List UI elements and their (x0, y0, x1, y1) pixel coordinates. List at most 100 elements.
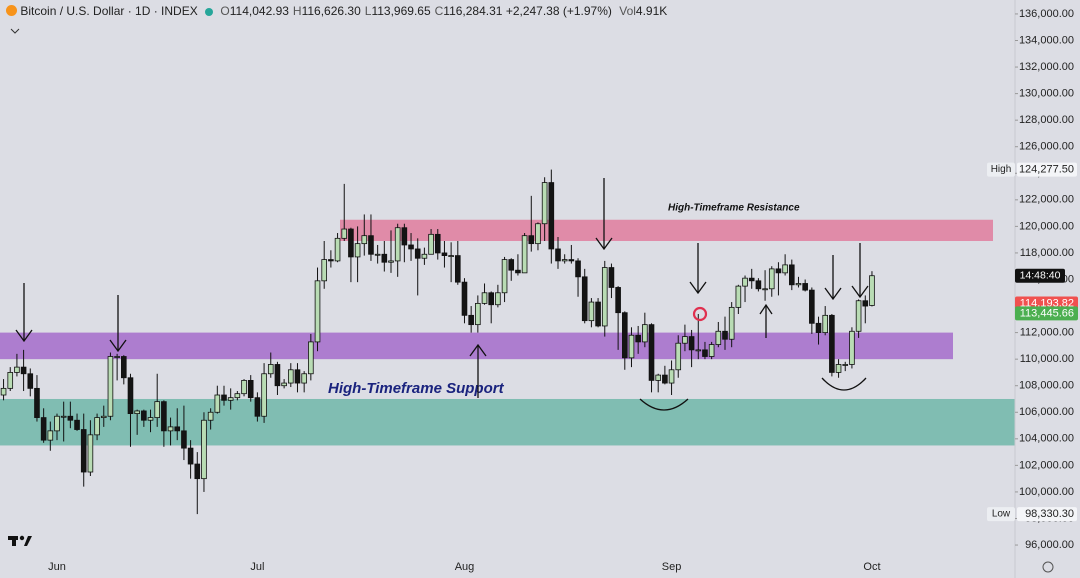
candle-body (708, 344, 715, 357)
candle-body (348, 228, 354, 258)
candle-body (67, 415, 74, 421)
zones: High-Timeframe Resistance High-Timeframe … (0, 202, 1015, 446)
candle-body (414, 248, 421, 259)
candle-body (561, 259, 568, 262)
ohlc-value: 116,284.31 (443, 4, 503, 18)
candle-body (702, 349, 708, 357)
x-tick-label: Sep (662, 561, 682, 573)
candle-body (742, 277, 748, 287)
candle-body (441, 252, 448, 256)
candle-body (361, 235, 368, 245)
settings-icon[interactable] (1042, 561, 1054, 573)
extreme-name: Low (992, 509, 1011, 520)
change: +2,247.38 (+1.97%) (505, 4, 612, 18)
arrow (15, 283, 33, 343)
candle-body (468, 314, 474, 326)
candle-body (107, 356, 114, 417)
candle-body (241, 380, 247, 395)
candle-body (715, 330, 722, 345)
candle-body (80, 429, 87, 473)
zone-label: High-Timeframe Resistance (668, 202, 800, 213)
candle-body (161, 401, 167, 432)
y-tick-label: 104,000.00 (1019, 433, 1074, 445)
marker-circle (692, 306, 708, 322)
y-tick-label: 110,000.00 (1020, 353, 1074, 365)
candle-body (408, 244, 414, 250)
candle-body (601, 267, 608, 327)
candle-body (274, 364, 281, 387)
candle-body (47, 430, 54, 441)
candle-body (862, 300, 869, 307)
arrow (759, 303, 773, 338)
candle-body (134, 410, 140, 414)
candle-body (381, 253, 388, 263)
candle-body (809, 289, 815, 324)
logo-part (19, 535, 25, 541)
extreme-name-box (987, 162, 1015, 177)
candle-body (842, 364, 849, 366)
candle-body (508, 259, 515, 271)
candle-body (261, 373, 267, 417)
candle-body (488, 292, 494, 306)
candle-body (655, 374, 661, 381)
candle-body (581, 276, 588, 322)
candle-body (662, 374, 668, 384)
candle-body (247, 380, 254, 399)
candle-body (869, 275, 875, 306)
extreme-name-box (987, 507, 1015, 522)
candle-body (121, 356, 127, 379)
candle-body (802, 283, 808, 291)
zone (0, 332, 953, 360)
arrow (469, 343, 487, 398)
candle-body (207, 411, 214, 421)
candle-body (855, 300, 862, 332)
candle-body (287, 369, 294, 384)
candle-body (515, 269, 521, 274)
y-tick-label: 136,000.00 (1019, 8, 1074, 20)
candle-body (301, 373, 307, 384)
y-tick-label: 132,000.00 (1019, 61, 1074, 73)
price-axis: JunJulAugSepOct96,000.0098,000.00100,000… (48, 0, 1078, 578)
x-tick-label: Jul (250, 561, 264, 573)
candle-body (481, 292, 488, 304)
candle-body (14, 366, 20, 373)
extreme-box (1017, 507, 1077, 522)
candle-body (294, 369, 301, 384)
candle-body (475, 302, 481, 326)
candle-body (668, 369, 675, 384)
candle-body (595, 301, 601, 327)
candle-body (541, 182, 548, 225)
countdown: 14:48:40 (1020, 269, 1061, 281)
candle-body (34, 387, 40, 418)
candle-body (748, 277, 755, 282)
candle-body (60, 415, 67, 418)
candle-body (535, 223, 541, 245)
candle-body (221, 394, 227, 401)
candle-body (495, 292, 501, 306)
candle-body (308, 341, 314, 375)
collapse-icon[interactable] (10, 28, 20, 34)
ohlc-label: H (292, 4, 302, 18)
candle-body (755, 280, 762, 290)
candle-body (54, 415, 60, 432)
x-tick-label: Jun (48, 561, 66, 573)
candle-body (789, 264, 795, 286)
candle-body (568, 259, 575, 262)
candle-body (394, 227, 401, 262)
candle-body (728, 306, 735, 340)
y-tick-label: 118,000.00 (1020, 247, 1074, 259)
candle-body (555, 248, 561, 262)
tv-logo (8, 535, 32, 546)
candle-body (775, 268, 782, 274)
candle-body (648, 324, 655, 381)
extreme-name: High (991, 164, 1012, 175)
candle-body (187, 447, 194, 465)
candle-body (167, 426, 174, 432)
candle-body (675, 342, 682, 371)
y-tick-label: 128,000.00 (1019, 114, 1074, 126)
candle-body (254, 397, 261, 417)
candle-body (822, 314, 828, 334)
candle-body (421, 253, 428, 259)
arrow (595, 178, 613, 251)
